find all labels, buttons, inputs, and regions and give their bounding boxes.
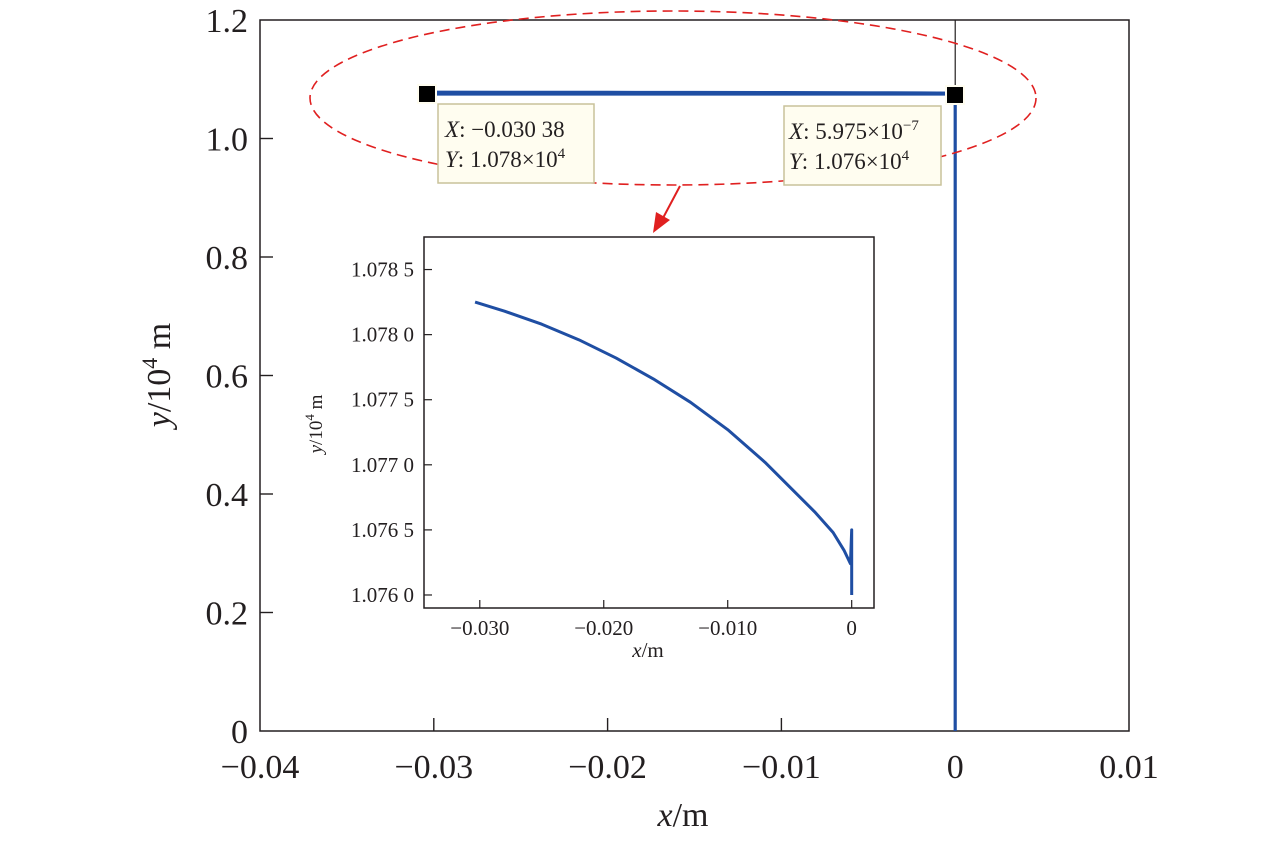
main-plot: −0.04 −0.03 −0.02 −0.01 0 0.01 00.20.40.60.81… <box>137 3 1159 834</box>
datatip-right-x: X: 5.975×10−7 <box>788 118 919 144</box>
inset-plot-background <box>424 237 874 608</box>
datatip-left-y: Y: 1.078×104 <box>445 146 566 172</box>
datatip-left[interactable]: X: −0.030 38 Y: 1.078×104 <box>437 103 595 184</box>
inset-y-tick-label: 1.078 5 <box>351 258 414 282</box>
main-x-tick-label: −0.03 <box>394 749 473 786</box>
inset-x-tick-label: −0.010 <box>698 616 757 640</box>
main-y-tick-label: 0.6 <box>206 359 249 396</box>
inset-series <box>474 300 854 595</box>
main-y-axis-label: y/104 m <box>137 323 178 431</box>
main-y-tick-label: 1.0 <box>206 122 249 159</box>
main-x-tick-label: −0.01 <box>742 749 821 786</box>
datatip-left-x: X: −0.030 38 <box>444 117 565 142</box>
inset-x-ticks: −0.030 −0.020 −0.010 0 <box>450 600 857 640</box>
highlight-arrow-shaft <box>662 185 681 219</box>
inset-plot: −0.030 −0.020 −0.010 0 1.076 0 1.076 5 1.077 … <box>302 236 875 662</box>
main-x-axis-label: x/m <box>657 797 709 834</box>
main-y-ticks: 0 0.2 0.4 0.6 0.8 1.0 1.2 <box>206 3 273 751</box>
inset-plot-frame <box>423 236 875 609</box>
annotations: X: −0.030 38 Y: 1.078×104 X: 5.975×10−7 … <box>417 84 965 186</box>
inset-y-tick-label: 1.076 0 <box>351 583 414 607</box>
inset-y-axis-label: y/104 m <box>302 394 327 455</box>
datatip-right-box <box>783 105 942 186</box>
inset-y-tick-label: 1.077 5 <box>351 388 414 412</box>
main-x-tick-label: −0.02 <box>568 749 647 786</box>
inset-x-tick-label: 0 <box>846 616 857 640</box>
datatip-right[interactable]: X: 5.975×10−7 Y: 1.076×104 <box>783 105 942 186</box>
main-series <box>427 20 957 731</box>
main-y-tick-label: 0 <box>231 714 248 751</box>
inset-y-tick-label: 1.078 0 <box>351 323 414 347</box>
datatip-right-y: Y: 1.076×104 <box>789 148 910 174</box>
inset-y-ticks: 1.076 0 1.076 5 1.077 0 1.077 5 1.078 0 1.078… <box>351 258 432 607</box>
highlight-arrow-head <box>653 212 670 233</box>
datatip-left-box <box>437 103 595 184</box>
main-x-ticks: −0.04 −0.03 −0.02 −0.01 0 0.01 <box>221 718 1159 786</box>
main-y-tick-label: 0.2 <box>206 596 249 633</box>
inset-x-tick-label: −0.020 <box>574 616 633 640</box>
main-y-tick-label: 1.2 <box>206 3 249 40</box>
inset-series-line <box>474 300 854 595</box>
datatip-marker-right[interactable] <box>945 85 965 105</box>
inset-y-tick-label: 1.077 0 <box>351 453 414 477</box>
main-x-tick-label: 0 <box>947 749 964 786</box>
inset-x-tick-label: −0.030 <box>450 616 509 640</box>
main-x-tick-label: 0.01 <box>1099 749 1159 786</box>
main-x-tick-label: −0.04 <box>221 749 300 786</box>
main-y-tick-label: 0.8 <box>206 240 249 277</box>
main-y-tick-label: 0.4 <box>206 477 249 514</box>
highlight-ellipse <box>309 10 1037 186</box>
datatip-marker-left[interactable] <box>417 84 437 104</box>
inset-x-axis-label: x/m <box>631 638 664 662</box>
inset-y-tick-label: 1.076 5 <box>351 518 414 542</box>
